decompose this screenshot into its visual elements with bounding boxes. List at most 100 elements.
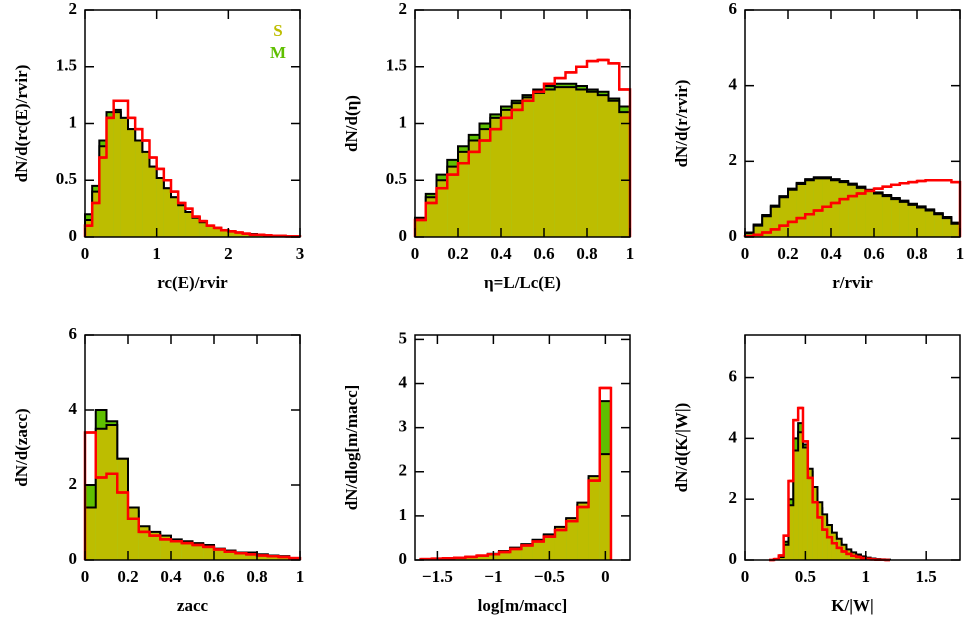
plot-frame bbox=[84, 334, 301, 561]
hist-bar bbox=[619, 112, 630, 237]
hist-bar bbox=[577, 502, 589, 560]
y-tick-label: 1 bbox=[69, 112, 78, 131]
hist-bar bbox=[447, 166, 458, 237]
hist-bar bbox=[565, 87, 577, 238]
x-tick-label: 0 bbox=[741, 244, 750, 263]
hist-bar bbox=[522, 97, 534, 238]
y-tick-label: 2 bbox=[69, 0, 78, 18]
y-tick-label: 0 bbox=[69, 226, 78, 245]
hist-bar bbox=[865, 190, 874, 237]
hist-step-connector bbox=[413, 58, 632, 237]
hist-bar bbox=[465, 556, 477, 560]
x-tick-label: −0.5 bbox=[534, 567, 565, 586]
hist-bar bbox=[221, 230, 229, 237]
x-axis-label: zacc bbox=[177, 596, 209, 615]
x-tick-label: 0.4 bbox=[490, 244, 512, 263]
hist-outline bbox=[744, 177, 961, 237]
hist-bar bbox=[543, 534, 555, 560]
x-tick-label: 0.4 bbox=[160, 567, 182, 586]
hist-bar bbox=[128, 507, 139, 560]
hist-bar bbox=[246, 552, 257, 560]
x-tick-label: −1.5 bbox=[422, 567, 453, 586]
hist-bar bbox=[802, 447, 808, 560]
hist-bar bbox=[468, 140, 480, 237]
hist-bar bbox=[822, 514, 828, 560]
x-tick-label: 0.6 bbox=[863, 244, 884, 263]
hist-bar bbox=[117, 458, 128, 560]
hist-bar bbox=[917, 207, 926, 237]
hist-bar bbox=[128, 129, 136, 237]
x-tick-label: 0.8 bbox=[576, 244, 597, 263]
hist-bar bbox=[214, 548, 225, 560]
hist-step-connector bbox=[83, 99, 302, 238]
y-axis-label: dN/d(r/rvir) bbox=[672, 80, 691, 168]
x-tick-label: 1 bbox=[152, 244, 161, 263]
y-tick-label: 0 bbox=[399, 549, 408, 568]
x-tick-label: 1 bbox=[296, 567, 305, 586]
hist-bar bbox=[599, 454, 611, 560]
hist-bar bbox=[95, 428, 107, 560]
hist-bar bbox=[171, 197, 179, 237]
x-tick-label: 0.2 bbox=[777, 244, 798, 263]
x-tick-label: 0.8 bbox=[246, 567, 267, 586]
x-tick-label: 0.6 bbox=[203, 567, 224, 586]
hist-bar bbox=[831, 180, 840, 237]
y-tick-label: 2 bbox=[729, 150, 738, 169]
hist-bar bbox=[156, 177, 164, 237]
x-tick-label: 0 bbox=[741, 567, 750, 586]
x-tick-label: 2 bbox=[224, 244, 233, 263]
hist-bar bbox=[106, 425, 118, 560]
hist-bar bbox=[192, 543, 204, 560]
hist-bar bbox=[608, 100, 620, 237]
y-tick-label: 2 bbox=[399, 0, 408, 18]
hist-bar bbox=[490, 117, 501, 237]
hist-bar bbox=[99, 146, 107, 237]
x-tick-label: 0.8 bbox=[906, 244, 927, 263]
hist-bar bbox=[171, 539, 182, 560]
hist-bar bbox=[798, 432, 803, 560]
hist-bar bbox=[185, 212, 193, 237]
x-tick-label: 0 bbox=[601, 567, 610, 586]
hist-bar bbox=[779, 197, 788, 237]
panel: 0 0.5 1 1.5 0 2 4 6 K/|W| dN/d(K/|W|) bbox=[672, 334, 961, 615]
y-axis-label: dN/d(K/|W|) bbox=[672, 403, 691, 493]
hist-bar bbox=[142, 151, 150, 237]
legend-entry: M bbox=[270, 43, 286, 62]
y-tick-label: 0.5 bbox=[386, 169, 407, 188]
x-tick-label: 1 bbox=[626, 244, 635, 263]
x-axis-label: K/|W| bbox=[831, 596, 873, 615]
hist-bar bbox=[228, 231, 236, 237]
y-tick-label: 0 bbox=[729, 549, 738, 568]
hist-bar bbox=[510, 547, 522, 560]
hist-bar bbox=[203, 545, 214, 560]
hist-bar bbox=[812, 487, 818, 560]
hist-bar bbox=[817, 502, 823, 560]
panel: 0 0.2 0.4 0.6 0.8 1 0 0.5 1 1.5 2 η=L/Lc(E) dN/d(η) bbox=[342, 0, 634, 292]
hist-bar bbox=[501, 109, 512, 237]
hist-bar bbox=[770, 206, 780, 237]
hist-bar bbox=[532, 539, 544, 560]
hist-bar bbox=[533, 92, 544, 237]
y-axis-label: dN/dlog[m/macc] bbox=[342, 385, 361, 511]
hist-step-connector bbox=[83, 431, 302, 560]
y-tick-label: 0 bbox=[729, 226, 738, 245]
y-tick-label: 4 bbox=[399, 372, 408, 391]
x-tick-label: 1 bbox=[956, 244, 964, 263]
hist-bar bbox=[138, 526, 150, 560]
y-tick-label: 1.5 bbox=[56, 56, 77, 75]
panel: 0 0.2 0.4 0.6 0.8 1 0 2 4 6 zacc dN/d(zacc) bbox=[12, 324, 304, 615]
x-tick-label: 3 bbox=[296, 244, 305, 263]
hist-bar bbox=[807, 468, 813, 560]
hist-bar bbox=[566, 518, 578, 560]
hist-bar bbox=[85, 507, 96, 560]
hist-bar bbox=[783, 544, 789, 560]
hist-bar bbox=[874, 193, 883, 237]
y-axis-label: dN/d(rc(E)/rvir) bbox=[12, 65, 31, 183]
x-tick-label: 0.6 bbox=[533, 244, 554, 263]
y-tick-label: 6 bbox=[729, 0, 738, 18]
x-tick-label: 0 bbox=[411, 244, 420, 263]
hist-bar bbox=[106, 117, 114, 237]
hist-bar bbox=[436, 180, 448, 237]
y-tick-label: 1 bbox=[399, 505, 408, 524]
y-tick-label: 6 bbox=[729, 366, 738, 385]
